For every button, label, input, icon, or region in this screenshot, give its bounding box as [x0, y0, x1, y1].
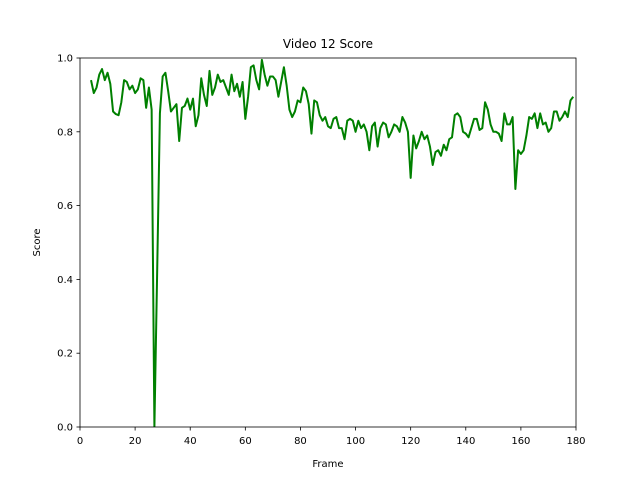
x-tick-label: 80 [294, 436, 307, 447]
plot-frame [79, 57, 577, 428]
x-tick-label: 60 [239, 436, 252, 447]
y-tick-label: 0.6 [57, 201, 73, 212]
x-tick-label: 100 [346, 436, 365, 447]
x-axis-label: Frame [312, 459, 343, 470]
x-tick-label: 120 [401, 436, 420, 447]
y-tick-label: 0.8 [57, 127, 73, 138]
y-tick-label: 0.2 [57, 349, 73, 360]
chart-title: Video 12 Score [283, 37, 373, 51]
data-line [90, 58, 575, 427]
x-tick-label: 40 [184, 436, 197, 447]
y-tick-label: 1.0 [57, 54, 73, 65]
y-axis-label: Score [32, 228, 43, 256]
y-tick-label: 0.0 [57, 423, 73, 434]
x-tick-label: 20 [129, 436, 142, 447]
x-tick-label: 0 [77, 436, 83, 447]
x-tick-label: 140 [456, 436, 475, 447]
x-tick-label: 160 [511, 436, 530, 447]
x-tick-label: 180 [566, 436, 585, 447]
y-tick-label: 0.4 [57, 275, 73, 286]
